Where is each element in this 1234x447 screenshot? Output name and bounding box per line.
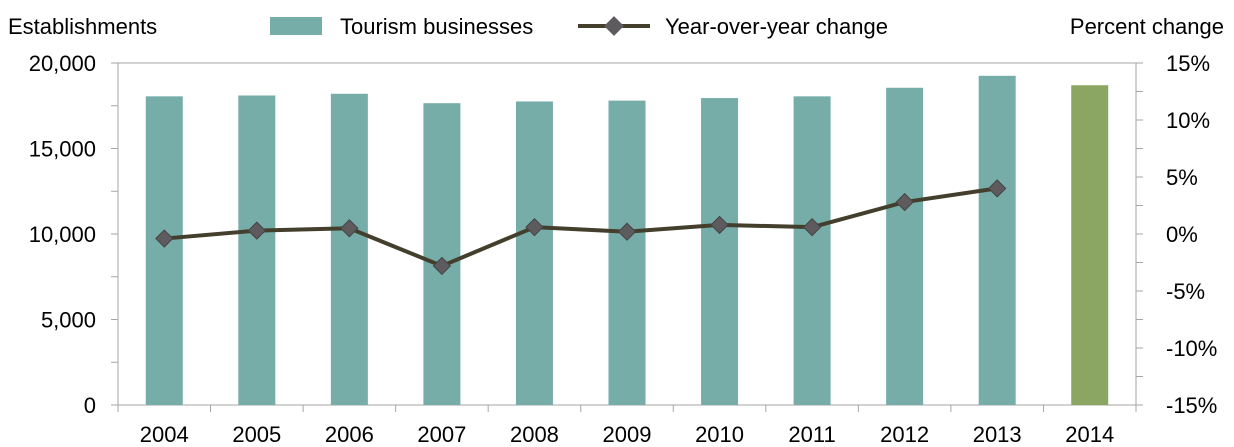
line-point-2013 [987, 179, 1007, 198]
line-point-2006 [340, 219, 359, 238]
line-path [164, 186, 998, 268]
x-tick-label: 2010 [695, 422, 744, 447]
x-axis: 2004 2005 2006 2007 2008 2009 2010 2011 2012 2013… [117, 405, 1137, 447]
legend-label-line: Year-over-year change [665, 14, 888, 39]
left-tick-label: 0 [84, 393, 96, 418]
right-tick-label: -15% [1166, 393, 1217, 418]
left-tick-label: 20,000 [29, 51, 96, 76]
bar-2012 [886, 87, 924, 406]
line-point-2010 [710, 215, 729, 235]
left-tick-label: 15,000 [29, 137, 96, 162]
bar-2006 [330, 93, 368, 405]
line-point-2012 [895, 192, 914, 212]
right-axis-title: Percent change [1070, 14, 1224, 39]
x-tick-label: 2008 [510, 422, 559, 447]
x-tick-label: 2005 [232, 422, 281, 447]
legend: Tourism businesses Year-over-year change [270, 14, 888, 39]
x-tick-label: 2004 [140, 422, 189, 447]
right-tick-label: 10% [1166, 108, 1210, 133]
line-point-2005 [247, 221, 267, 240]
line-point-2009 [617, 222, 637, 241]
line-point-2008 [525, 217, 544, 237]
line-point-2011 [802, 217, 822, 237]
left-axis-title: Establishments [8, 14, 157, 39]
x-tick-label: 2012 [880, 422, 929, 447]
bar-series [145, 75, 1109, 406]
line-point-2007 [432, 256, 452, 276]
x-tick-label: 2007 [417, 422, 466, 447]
x-tick-label: 2006 [325, 422, 374, 447]
bar-2010 [701, 98, 739, 406]
x-tick-label: 2014 [1065, 422, 1114, 447]
legend-swatch-bars [270, 17, 322, 35]
right-axis: -15% -10% -5% 0% 5% 10% 15% [1136, 51, 1217, 418]
chart-header: Establishments Percent change Tourism bu… [8, 14, 1224, 39]
left-tick-label: 5,000 [41, 308, 96, 333]
x-tick-label: 2011 [788, 422, 835, 447]
x-tick-label: 2009 [603, 422, 652, 447]
bar-2014 [1071, 85, 1109, 405]
line-point-2004 [155, 229, 174, 248]
x-tick-label: 2013 [973, 422, 1022, 447]
bar-2013 [978, 75, 1016, 405]
line-series [155, 179, 1007, 276]
legend-marker-sample [604, 16, 624, 36]
right-tick-label: 15% [1166, 51, 1210, 76]
bar-2004 [145, 96, 183, 405]
bar-2009 [608, 100, 646, 406]
bar-2007 [423, 103, 461, 405]
right-tick-label: 0% [1166, 222, 1198, 247]
bar-2008 [515, 101, 553, 405]
left-axis: 0 5,000 10,000 15,000 20,000 [29, 51, 118, 418]
right-tick-label: 5% [1166, 165, 1198, 190]
bar-2005 [238, 95, 276, 406]
right-tick-label: -5% [1166, 279, 1205, 304]
left-tick-label: 10,000 [29, 222, 96, 247]
bar-2011 [793, 96, 831, 405]
right-tick-label: -10% [1166, 336, 1217, 361]
legend-label-bars: Tourism businesses [340, 14, 533, 39]
